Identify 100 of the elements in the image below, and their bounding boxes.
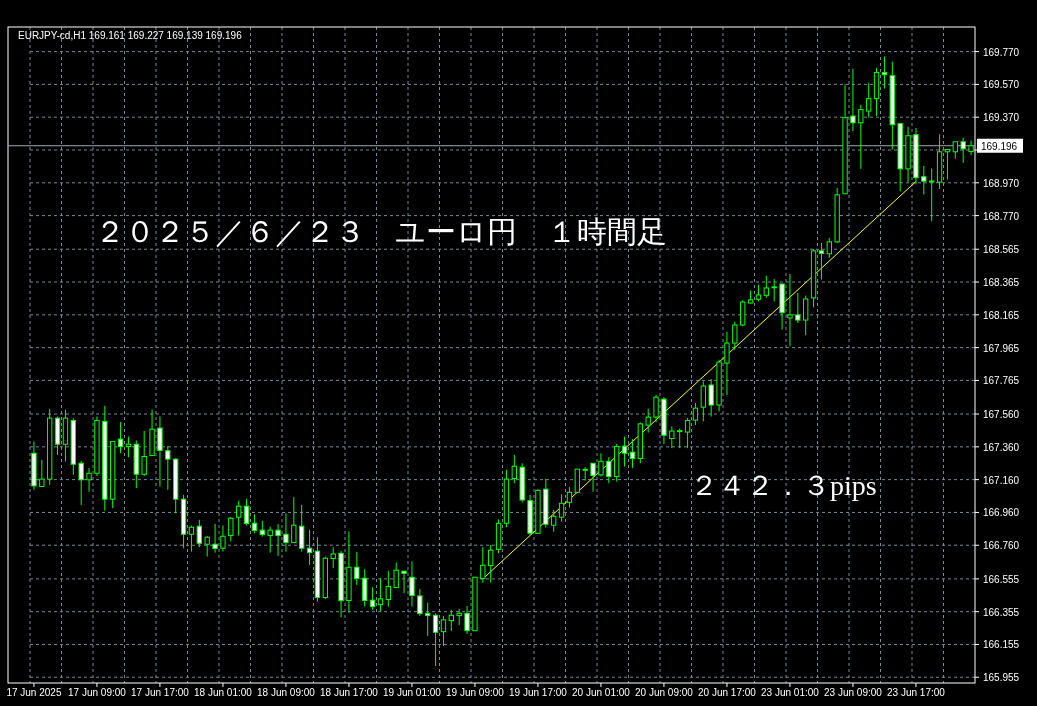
candlestick: [385, 570, 391, 608]
x-tick-label: 23 Jun 09:00: [824, 687, 883, 698]
candlestick: [117, 421, 124, 454]
x-tick-label: 20 Jun 09:00: [635, 687, 694, 698]
candlestick: [826, 237, 832, 259]
candlestick: [425, 602, 431, 637]
candlestick: [354, 551, 360, 586]
candlestick: [157, 416, 163, 488]
candlestick: [369, 586, 376, 611]
x-tick-label: 18 Jun 09:00: [257, 687, 316, 698]
candlestick: [787, 273, 793, 347]
candlestick: [850, 68, 856, 132]
candlestick: [448, 609, 454, 632]
x-tick-label: 19 Jun 09:00: [446, 687, 505, 698]
candlestick: [251, 513, 258, 534]
y-tick-label: 169.570: [983, 79, 1020, 91]
candlestick: [440, 615, 447, 647]
candlestick: [677, 427, 683, 449]
y-tick-label: 169.370: [983, 112, 1020, 124]
y-tick-label: 167.360: [983, 441, 1020, 453]
candlestick: [401, 570, 407, 594]
candlestick: [196, 519, 202, 548]
candlestick: [78, 460, 84, 506]
candlestick: [574, 468, 580, 494]
candlestick: [362, 568, 368, 608]
candlestick: [86, 467, 92, 493]
x-tick-label: 19 Jun 17:00: [509, 687, 568, 698]
x-tick-label: 20 Jun 01:00: [572, 687, 631, 698]
candlestick: [228, 516, 234, 542]
y-tick-label: 168.970: [983, 177, 1020, 189]
y-tick-label: 166.760: [983, 540, 1020, 552]
x-tick-label: 23 Jun 01:00: [761, 687, 820, 698]
candlestick: [480, 546, 486, 584]
candlestick: [590, 462, 596, 493]
y-tick-label: 168.770: [983, 210, 1020, 222]
ref-line-label: 169.196: [981, 140, 1018, 152]
candlestick: [330, 546, 336, 569]
x-tick-label: 17 Jun 2025: [6, 687, 62, 698]
candlestick: [393, 561, 399, 589]
y-tick-label: 165.955: [983, 672, 1020, 684]
candlestick: [220, 525, 226, 553]
candlestick: [212, 523, 218, 554]
x-tick-label: 19 Jun 01:00: [383, 687, 442, 698]
y-tick-label: 168.165: [983, 309, 1020, 321]
candlestick: [929, 168, 935, 222]
y-tick-label: 168.365: [983, 277, 1020, 289]
candlestick: [551, 509, 557, 533]
candlestick: [598, 452, 604, 478]
candlestick: [291, 496, 297, 544]
y-tick-label: 167.160: [983, 474, 1020, 486]
candlestick: [732, 321, 738, 351]
candlestick: [464, 605, 470, 635]
x-tick-label: 17 Jun 17:00: [131, 687, 190, 698]
candlestick: [582, 466, 588, 482]
candlestick: [409, 560, 415, 608]
candlestick: [653, 394, 659, 423]
candlestick: [740, 299, 746, 327]
candlestick: [204, 535, 210, 558]
candlestick: [881, 56, 888, 90]
candlestick: [960, 137, 966, 164]
candlestick: [299, 504, 305, 553]
candlestick: [818, 242, 825, 281]
candlestick: [267, 526, 273, 554]
candlestick: [606, 456, 612, 484]
candlestick: [566, 486, 573, 509]
candlestick: [165, 445, 171, 491]
candlestick: [417, 588, 423, 617]
candlestick: [141, 430, 147, 477]
candlestick: [645, 408, 651, 434]
candlestick: [866, 82, 872, 119]
candlestick: [629, 438, 636, 469]
candlestick: [795, 292, 801, 324]
y-tick-label: 167.765: [983, 375, 1020, 387]
candlestick: [921, 165, 927, 195]
x-tick-label: 18 Jun 17:00: [320, 687, 379, 698]
candlestick: [283, 512, 289, 553]
candlestick: [511, 454, 517, 484]
x-tick-label: 20 Jun 17:00: [698, 687, 757, 698]
candlestick: [621, 436, 628, 468]
candlestick: [236, 500, 242, 537]
y-tick-label: 169.770: [983, 46, 1020, 58]
candlestick: [771, 278, 777, 302]
x-tick-label: 17 Jun 09:00: [68, 687, 127, 698]
y-tick-label: 167.965: [983, 342, 1020, 354]
y-tick-label: 166.355: [983, 606, 1020, 618]
candlestick: [692, 402, 699, 426]
chart-subtitle: EURJPY-cd,H1 169.161 169.227 169.139 169.196: [18, 30, 243, 41]
y-tick-label: 166.155: [983, 639, 1020, 651]
candlestick: [377, 577, 384, 613]
candlestick: [432, 612, 439, 667]
candlestick: [684, 417, 691, 449]
y-tick-label: 166.555: [983, 573, 1020, 585]
candlestick: [275, 523, 281, 557]
candlestick: [39, 459, 45, 488]
candlestick: [803, 295, 809, 336]
candlestick: [708, 378, 714, 417]
candlestick: [669, 426, 675, 449]
x-tick-label: 23 Jun 17:00: [887, 687, 946, 698]
candlestick: [243, 498, 250, 527]
y-tick-label: 167.560: [983, 409, 1020, 421]
